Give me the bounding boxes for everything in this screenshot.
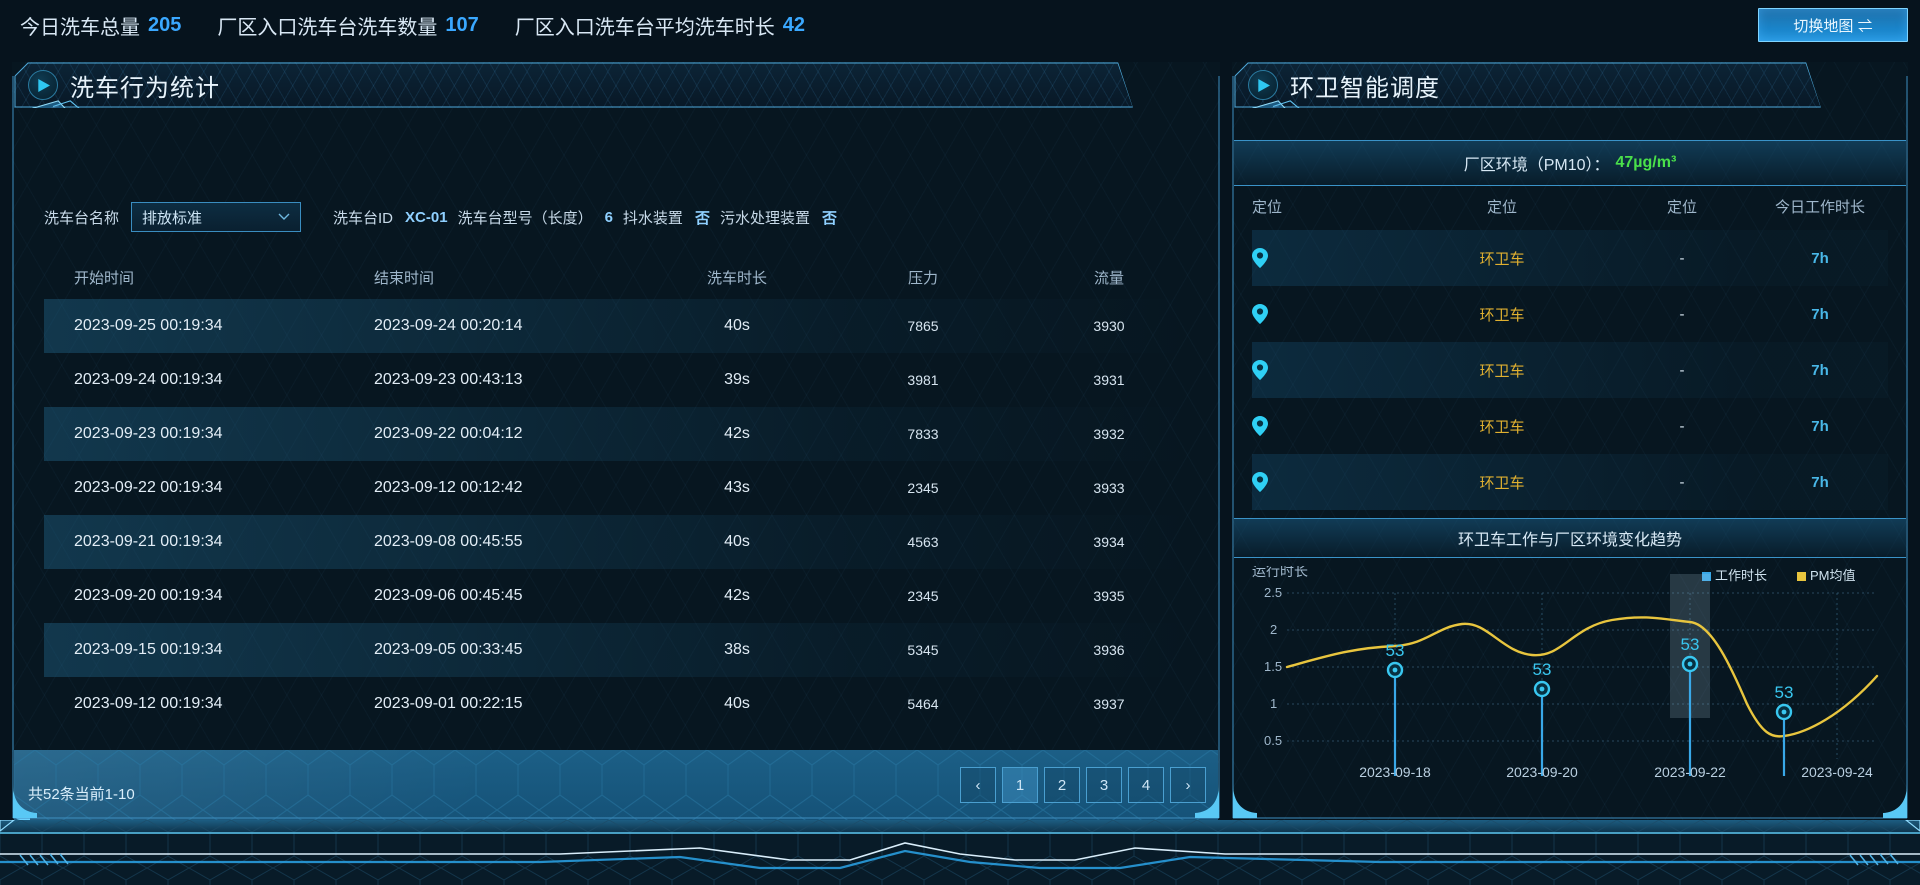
svg-text:2023-09-20: 2023-09-20 — [1506, 764, 1578, 780]
svg-text:2023-09-18: 2023-09-18 — [1359, 764, 1431, 780]
svg-text:1.5: 1.5 — [1264, 659, 1282, 674]
svg-text:53: 53 — [1533, 660, 1552, 679]
svg-text:工作时长: 工作时长 — [1715, 568, 1767, 583]
svg-text:PM均值: PM均值 — [1810, 568, 1856, 583]
svg-text:53: 53 — [1681, 635, 1700, 654]
svg-text:53: 53 — [1386, 641, 1405, 660]
svg-text:1: 1 — [1270, 696, 1277, 711]
svg-text:2023-09-24: 2023-09-24 — [1801, 764, 1873, 780]
svg-text:2.5: 2.5 — [1264, 585, 1282, 600]
svg-text:运行时长: 运行时长 — [1252, 566, 1308, 579]
svg-text:2023-09-22: 2023-09-22 — [1654, 764, 1726, 780]
svg-text:53: 53 — [1775, 683, 1794, 702]
svg-text:0.5: 0.5 — [1264, 733, 1282, 748]
svg-text:2: 2 — [1270, 622, 1277, 637]
